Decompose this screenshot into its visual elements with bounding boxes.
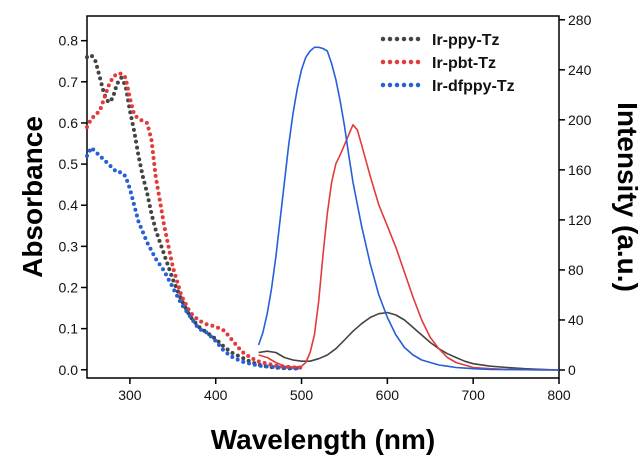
x-tick-label: 300 xyxy=(118,387,142,403)
y2-tick-label: 240 xyxy=(568,62,592,78)
y2-tick-label: 0 xyxy=(568,362,576,378)
y-tick-label: 0.4 xyxy=(59,197,79,213)
emission-series-ir-dfppy-tz xyxy=(257,46,560,371)
y-tick-label: 0.6 xyxy=(59,115,79,131)
legend-label-ir-dfppy-tz: Ir-dfppy-Tz xyxy=(432,78,515,95)
y-axis-ticks: 0.0 0.1 0.2 0.3 0.4 0.5 0.6 0.7 0.8 xyxy=(59,33,87,378)
legend-label-ir-ppy-tz: Ir-ppy-Tz xyxy=(432,32,500,49)
absorbance-series-ir-pbt-tz xyxy=(85,71,304,370)
plot-frame xyxy=(86,15,560,379)
y-tick-label: 0.8 xyxy=(59,33,79,49)
x-tick-label: 700 xyxy=(462,387,486,403)
x-tick-label: 500 xyxy=(290,387,314,403)
y2-tick-label: 120 xyxy=(568,212,592,228)
legend-label-ir-pbt-tz: Ir-pbt-Tz xyxy=(432,55,496,72)
y-tick-label: 0.1 xyxy=(59,321,79,337)
absorbance-series-ir-dfppy-tz xyxy=(85,144,304,371)
x-tick-label: 400 xyxy=(204,387,228,403)
y2-axis-ticks: 0 40 80 120 160 200 240 280 xyxy=(559,12,592,378)
y2-tick-label: 80 xyxy=(568,262,584,278)
emission-series-ir-pbt-tz xyxy=(258,124,560,371)
y-tick-label: 0.2 xyxy=(59,280,79,296)
y-tick-label: 0.0 xyxy=(59,362,79,378)
series-layer xyxy=(85,46,560,371)
x-axis-ticks: 300 400 500 600 700 800 xyxy=(118,378,571,403)
y-tick-label: 0.3 xyxy=(59,238,79,254)
y2-tick-label: 160 xyxy=(568,162,592,178)
y2-tick-label: 40 xyxy=(568,312,584,328)
y-tick-label: 0.5 xyxy=(59,156,79,172)
emission-series-ir-ppy-tz xyxy=(258,311,560,371)
y-axis-title: Absorbance xyxy=(17,116,48,278)
legend: Ir-ppy-Tz Ir-pbt-Tz Ir-dfppy-Tz xyxy=(380,32,515,95)
y2-tick-label: 280 xyxy=(568,12,592,28)
x-tick-label: 800 xyxy=(547,387,571,403)
y2-tick-label: 200 xyxy=(568,112,592,128)
plot-area-border xyxy=(86,15,560,379)
x-axis-title: Wavelength (nm) xyxy=(211,424,436,455)
x-tick-label: 600 xyxy=(376,387,400,403)
y2-axis-title: Intensity (a.u.) xyxy=(612,102,640,292)
y-tick-label: 0.7 xyxy=(59,74,79,90)
